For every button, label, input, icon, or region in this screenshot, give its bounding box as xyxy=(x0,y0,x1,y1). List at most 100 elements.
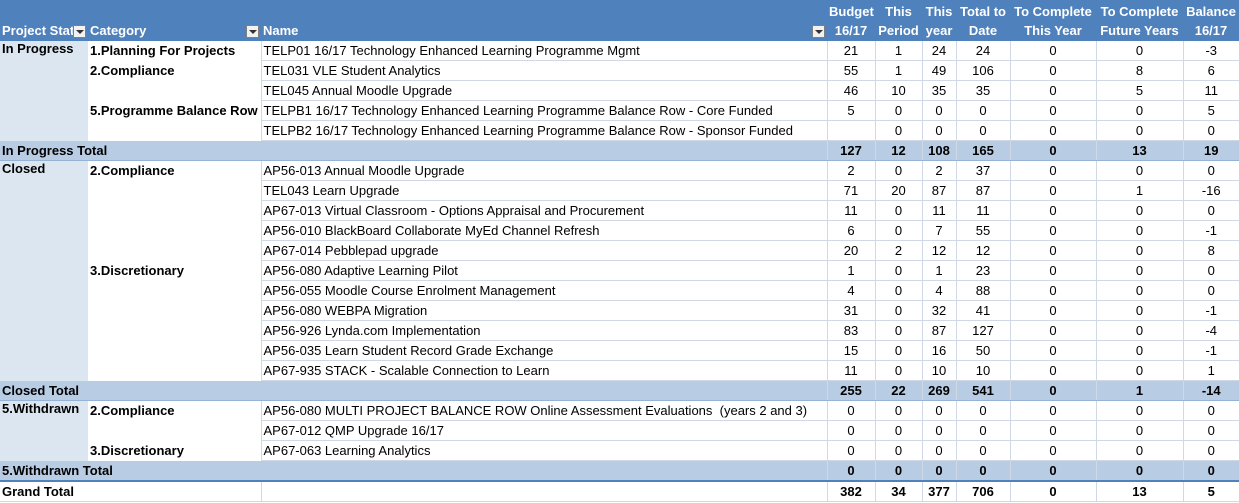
value-cell: 11 xyxy=(955,200,1010,221)
column-header[interactable]: Category xyxy=(88,0,261,41)
value-cell: 71 xyxy=(826,180,875,201)
value-cell: 10 xyxy=(874,80,922,101)
value-cell: 106 xyxy=(955,60,1010,81)
project-name: TELP01 16/17 Technology Enhanced Learnin… xyxy=(260,40,827,61)
value-cell: 55 xyxy=(955,220,1010,241)
value-cell: 8 xyxy=(1095,60,1183,81)
data-row: 5.Programme Balance Row TELPB1 16/17 Tech… xyxy=(0,100,1239,121)
value-cell: -4 xyxy=(1182,320,1239,341)
value-cell: 0 xyxy=(1095,420,1183,441)
value-cell: 127 xyxy=(826,140,875,161)
filter-dropdown[interactable] xyxy=(246,25,259,38)
value-cell: 0 xyxy=(1009,60,1096,81)
value-cell: 269 xyxy=(921,380,956,401)
category xyxy=(88,421,261,441)
value-cell: 0 xyxy=(826,400,875,421)
value-cell: 377 xyxy=(921,480,956,502)
value-cell: 0 xyxy=(874,260,922,281)
value-cell: 83 xyxy=(826,320,875,341)
category xyxy=(88,181,261,201)
value-cell: 0 xyxy=(1009,40,1096,61)
value-cell: 0 xyxy=(826,460,875,482)
category xyxy=(88,361,261,381)
value-cell: 13 xyxy=(1095,480,1183,502)
value-cell: 88 xyxy=(955,280,1010,301)
column-header: To Complete Future Years xyxy=(1096,0,1183,41)
value-cell: 0 xyxy=(1182,200,1239,221)
category: 2.Compliance xyxy=(90,403,175,419)
data-row: AP67-013 Virtual Classroom - Options App… xyxy=(0,200,1239,221)
column-header: This Period xyxy=(875,0,922,41)
project-name: AP67-063 Learning Analytics xyxy=(260,440,827,461)
data-row: AP56-010 BlackBoard Collaborate MyEd Cha… xyxy=(0,220,1239,241)
project-name: AP67-014 Pebblepad upgrade xyxy=(260,240,827,261)
value-cell: 0 xyxy=(955,460,1010,482)
value-cell: 87 xyxy=(955,180,1010,201)
value-cell: 1 xyxy=(921,260,956,281)
value-cell: 13 xyxy=(1095,140,1183,161)
project-status: 5.Withdrawn xyxy=(0,400,88,461)
column-header[interactable]: Name xyxy=(261,0,827,41)
value-cell: 24 xyxy=(955,40,1010,61)
value-cell: 0 xyxy=(874,400,922,421)
value-cell: 0 xyxy=(1009,200,1096,221)
value-cell: 11 xyxy=(826,200,875,221)
data-row: TELPB2 16/17 Technology Enhanced Learnin… xyxy=(0,120,1239,141)
value-cell: 87 xyxy=(921,320,956,341)
category xyxy=(88,241,261,261)
value-cell: 0 xyxy=(1009,80,1096,101)
value-cell: 0 xyxy=(955,440,1010,461)
value-cell: 0 xyxy=(874,320,922,341)
value-cell: 49 xyxy=(921,60,956,81)
project-name: AP56-926 Lynda.com Implementation xyxy=(260,320,827,341)
filter-dropdown[interactable] xyxy=(73,25,86,38)
value-cell xyxy=(826,120,875,141)
value-cell: 382 xyxy=(826,480,875,502)
value-cell: 0 xyxy=(874,300,922,321)
value-cell: 0 xyxy=(874,120,922,141)
data-row: TEL043 Learn Upgrade 71 20 87 87 0 1 -16 xyxy=(0,180,1239,201)
value-cell: 11 xyxy=(826,360,875,381)
data-row: AP56-926 Lynda.com Implementation 83 0 87 12… xyxy=(0,320,1239,341)
value-cell: 0 xyxy=(1095,360,1183,381)
value-cell: 0 xyxy=(1009,160,1096,181)
value-cell: 87 xyxy=(921,180,956,201)
total-row: In Progress Total 127 12 108 165 0 13 19 xyxy=(0,140,1239,161)
value-cell: 12 xyxy=(955,240,1010,261)
value-cell: 0 xyxy=(1095,340,1183,361)
value-cell: 108 xyxy=(921,140,956,161)
value-cell: 31 xyxy=(826,300,875,321)
value-cell: 0 xyxy=(921,120,956,141)
value-cell: 1 xyxy=(826,260,875,281)
value-cell: 0 xyxy=(1009,220,1096,241)
value-cell: 0 xyxy=(1009,460,1096,482)
value-cell: 1 xyxy=(874,40,922,61)
category: 3.Discretionary xyxy=(90,263,184,278)
category xyxy=(88,281,261,301)
value-cell: 55 xyxy=(826,60,875,81)
column-header[interactable]: Project Stat xyxy=(0,0,88,41)
value-cell: 0 xyxy=(921,400,956,421)
value-cell: 6 xyxy=(1182,60,1239,81)
value-cell: 0 xyxy=(1182,280,1239,301)
value-cell: -1 xyxy=(1182,340,1239,361)
value-cell: 0 xyxy=(1009,260,1096,281)
project-name: AP56-010 BlackBoard Collaborate MyEd Cha… xyxy=(260,220,827,241)
value-cell: 0 xyxy=(1095,160,1183,181)
category: 2.Compliance xyxy=(90,163,175,179)
value-cell: 0 xyxy=(1009,480,1096,502)
value-cell: 0 xyxy=(1009,360,1096,381)
filter-dropdown[interactable] xyxy=(812,25,825,38)
value-cell: 0 xyxy=(1095,40,1183,61)
value-cell: 0 xyxy=(1009,380,1096,401)
data-row: AP56-035 Learn Student Record Grade Exch… xyxy=(0,340,1239,361)
value-cell: 0 xyxy=(921,460,956,482)
value-cell: 0 xyxy=(874,200,922,221)
value-cell: -1 xyxy=(1182,300,1239,321)
project-name: AP56-080 Adaptive Learning Pilot xyxy=(260,260,827,281)
category xyxy=(88,121,261,141)
value-cell: 0 xyxy=(1009,240,1096,261)
value-cell: 0 xyxy=(874,220,922,241)
data-row: Closed 2.Compliance AP56-013 Annual Moodle… xyxy=(0,160,1239,381)
